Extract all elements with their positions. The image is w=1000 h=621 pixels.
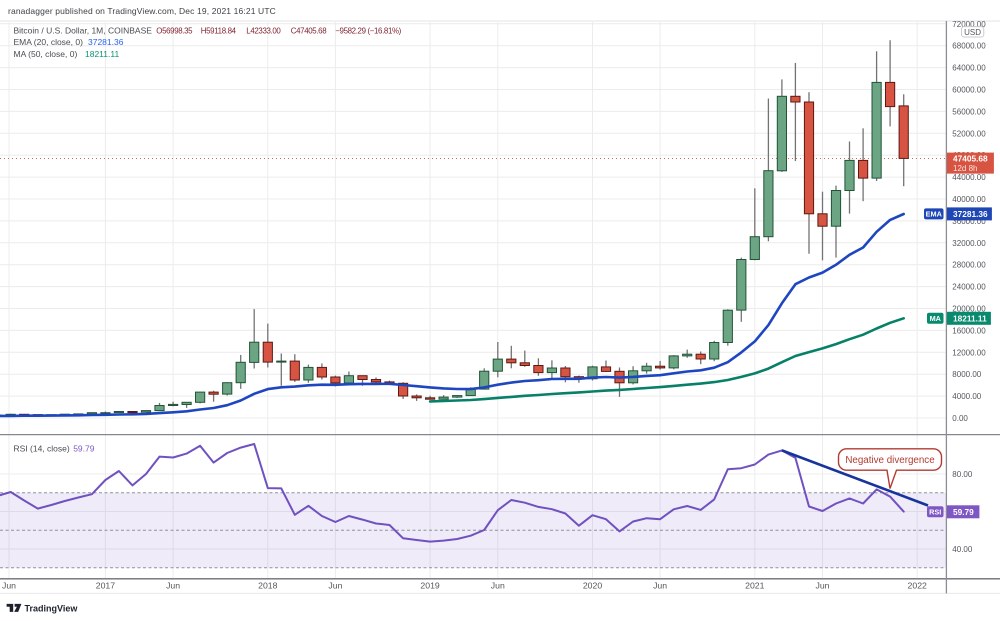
svg-text:36000.00: 36000.00 [952,217,986,226]
svg-text:MA: MA [930,314,942,323]
svg-text:2018: 2018 [258,581,277,591]
svg-text:68000.00: 68000.00 [952,42,986,51]
svg-text:20000.00: 20000.00 [952,305,986,314]
svg-text:Jun: Jun [328,581,342,591]
svg-text:Jun: Jun [815,581,829,591]
svg-text:2021: 2021 [745,581,764,591]
svg-text:52000.00: 52000.00 [952,129,986,138]
svg-text:MA (50, close, 0)18211.11: MA (50, close, 0) 18211.11 [14,49,120,59]
svg-text:44000.00: 44000.00 [952,173,986,182]
svg-text:Jun: Jun [491,581,505,591]
svg-text:Negative divergence: Negative divergence [845,455,935,466]
svg-text:8000.00: 8000.00 [952,370,981,379]
svg-text:0.00: 0.00 [952,414,968,423]
svg-text:USD: USD [964,28,981,37]
svg-text:TradingView: TradingView [25,604,79,614]
svg-text:24000.00: 24000.00 [952,283,986,292]
svg-text:40.00: 40.00 [952,545,973,554]
svg-text:2017: 2017 [96,581,115,591]
svg-text:4000.00: 4000.00 [952,392,981,401]
svg-text:80.00: 80.00 [952,470,973,479]
svg-text:RSI (14, close)59.79: RSI (14, close) 59.79 [14,444,95,454]
svg-text:12000.00: 12000.00 [952,348,986,357]
svg-text:47405.68: 47405.68 [953,153,988,163]
svg-text:72000.00: 72000.00 [952,20,986,29]
svg-text:18211.11: 18211.11 [953,313,987,323]
svg-text:Jun: Jun [653,581,667,591]
svg-text:40000.00: 40000.00 [952,195,986,204]
svg-text:32000.00: 32000.00 [952,239,986,248]
svg-text:ranadagger published on Tradin: ranadagger published on TradingView.com,… [8,6,276,16]
svg-text:Bitcoin / U.S. Dollar, 1M, COI: Bitcoin / U.S. Dollar, 1M, COINBASE O5699… [14,26,402,36]
svg-text:28000.00: 28000.00 [952,261,986,270]
svg-text:2019: 2019 [420,581,439,591]
svg-text:RSI: RSI [929,508,941,517]
svg-text:37281.36: 37281.36 [953,209,988,219]
svg-text:60000.00: 60000.00 [952,86,986,95]
svg-text:2020: 2020 [583,581,602,591]
svg-text:EMA (20, close, 0)37281.36: EMA (20, close, 0) 37281.36 [14,37,124,47]
svg-text:64000.00: 64000.00 [952,64,986,73]
svg-text:16000.00: 16000.00 [952,326,986,335]
svg-text:59.79: 59.79 [953,507,974,517]
svg-text:Jun: Jun [2,581,16,591]
svg-text:Jun: Jun [166,581,180,591]
svg-text:2022: 2022 [908,581,927,591]
svg-text:EMA: EMA [926,210,943,219]
svg-text:12d 8h: 12d 8h [953,164,977,173]
svg-text:56000.00: 56000.00 [952,107,986,116]
